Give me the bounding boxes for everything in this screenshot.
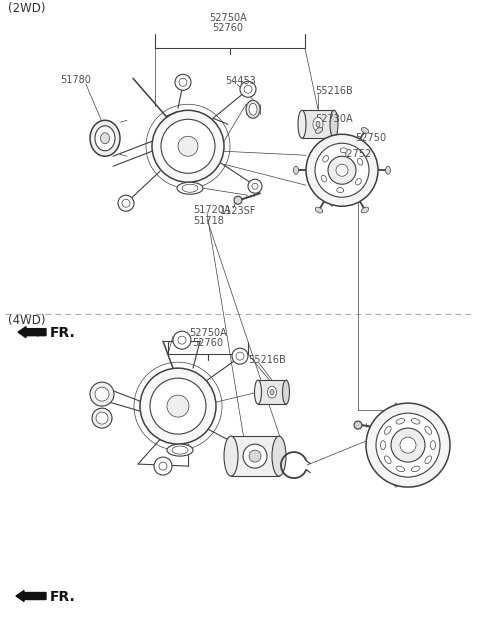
Ellipse shape [272, 436, 286, 476]
Ellipse shape [178, 136, 198, 156]
Ellipse shape [313, 117, 323, 131]
FancyArrow shape [18, 327, 46, 338]
Ellipse shape [240, 81, 256, 97]
Ellipse shape [381, 441, 385, 450]
Ellipse shape [361, 207, 369, 213]
Ellipse shape [90, 382, 114, 406]
Ellipse shape [270, 389, 274, 394]
Ellipse shape [376, 413, 440, 477]
Ellipse shape [431, 441, 435, 450]
Text: 54453: 54453 [225, 76, 256, 86]
Ellipse shape [385, 166, 391, 174]
Ellipse shape [425, 426, 432, 435]
Ellipse shape [315, 127, 323, 133]
Text: 52760: 52760 [213, 23, 243, 33]
Ellipse shape [340, 148, 347, 153]
Ellipse shape [267, 386, 276, 398]
Ellipse shape [175, 74, 191, 90]
Ellipse shape [391, 403, 401, 487]
Ellipse shape [95, 126, 115, 151]
Ellipse shape [224, 436, 238, 476]
Ellipse shape [150, 378, 206, 434]
Ellipse shape [293, 166, 299, 174]
Text: 52750: 52750 [355, 133, 386, 143]
Ellipse shape [306, 134, 378, 206]
Text: 52730A: 52730A [315, 114, 353, 124]
Ellipse shape [177, 182, 203, 194]
Ellipse shape [400, 437, 416, 453]
Ellipse shape [232, 348, 248, 364]
FancyBboxPatch shape [302, 111, 334, 138]
Text: FR.: FR. [50, 590, 76, 604]
Ellipse shape [315, 143, 369, 197]
Ellipse shape [90, 121, 120, 156]
Text: 55216B: 55216B [248, 355, 286, 365]
Ellipse shape [396, 466, 405, 472]
Ellipse shape [316, 121, 320, 127]
FancyBboxPatch shape [258, 380, 286, 404]
Ellipse shape [366, 403, 450, 487]
Ellipse shape [95, 387, 109, 401]
Text: 52750A: 52750A [209, 13, 247, 23]
Ellipse shape [391, 428, 425, 462]
Ellipse shape [321, 175, 326, 182]
Text: 52750A: 52750A [189, 328, 227, 338]
Ellipse shape [337, 188, 344, 193]
Text: 52760: 52760 [192, 338, 224, 348]
Ellipse shape [361, 127, 369, 133]
Text: 51718: 51718 [193, 216, 224, 226]
Ellipse shape [315, 207, 323, 213]
Ellipse shape [140, 368, 216, 444]
Ellipse shape [384, 426, 391, 435]
Ellipse shape [411, 466, 420, 472]
Ellipse shape [330, 111, 338, 138]
Ellipse shape [425, 456, 432, 463]
FancyBboxPatch shape [231, 436, 279, 476]
Ellipse shape [254, 380, 262, 404]
Ellipse shape [354, 421, 362, 429]
Ellipse shape [92, 408, 112, 428]
Ellipse shape [243, 444, 267, 468]
Ellipse shape [283, 380, 289, 404]
Ellipse shape [336, 165, 348, 176]
FancyArrow shape [16, 590, 46, 602]
Ellipse shape [396, 419, 405, 424]
Ellipse shape [249, 103, 257, 116]
Ellipse shape [323, 156, 328, 162]
Ellipse shape [356, 178, 361, 185]
Ellipse shape [234, 440, 250, 456]
Ellipse shape [118, 195, 134, 211]
Ellipse shape [96, 412, 108, 424]
Ellipse shape [358, 158, 363, 165]
Ellipse shape [152, 111, 224, 182]
Text: 1123SF: 1123SF [220, 206, 256, 216]
Ellipse shape [248, 179, 262, 193]
Text: 51720A: 51720A [193, 205, 230, 215]
Ellipse shape [327, 134, 337, 206]
Ellipse shape [173, 331, 191, 349]
Text: (2WD): (2WD) [8, 2, 46, 15]
Text: 55216B: 55216B [315, 86, 353, 96]
Ellipse shape [328, 156, 356, 184]
Ellipse shape [249, 450, 261, 462]
Ellipse shape [167, 395, 189, 417]
Ellipse shape [411, 419, 420, 424]
Ellipse shape [384, 456, 391, 463]
Ellipse shape [100, 133, 109, 144]
Text: 51780: 51780 [60, 75, 91, 85]
Ellipse shape [167, 444, 193, 456]
Ellipse shape [246, 100, 260, 118]
Ellipse shape [298, 111, 306, 138]
Ellipse shape [234, 196, 242, 204]
Text: FR.: FR. [50, 326, 76, 340]
Ellipse shape [161, 119, 215, 173]
Text: 52752: 52752 [340, 149, 371, 160]
Text: (4WD): (4WD) [8, 313, 46, 327]
Ellipse shape [154, 457, 172, 475]
